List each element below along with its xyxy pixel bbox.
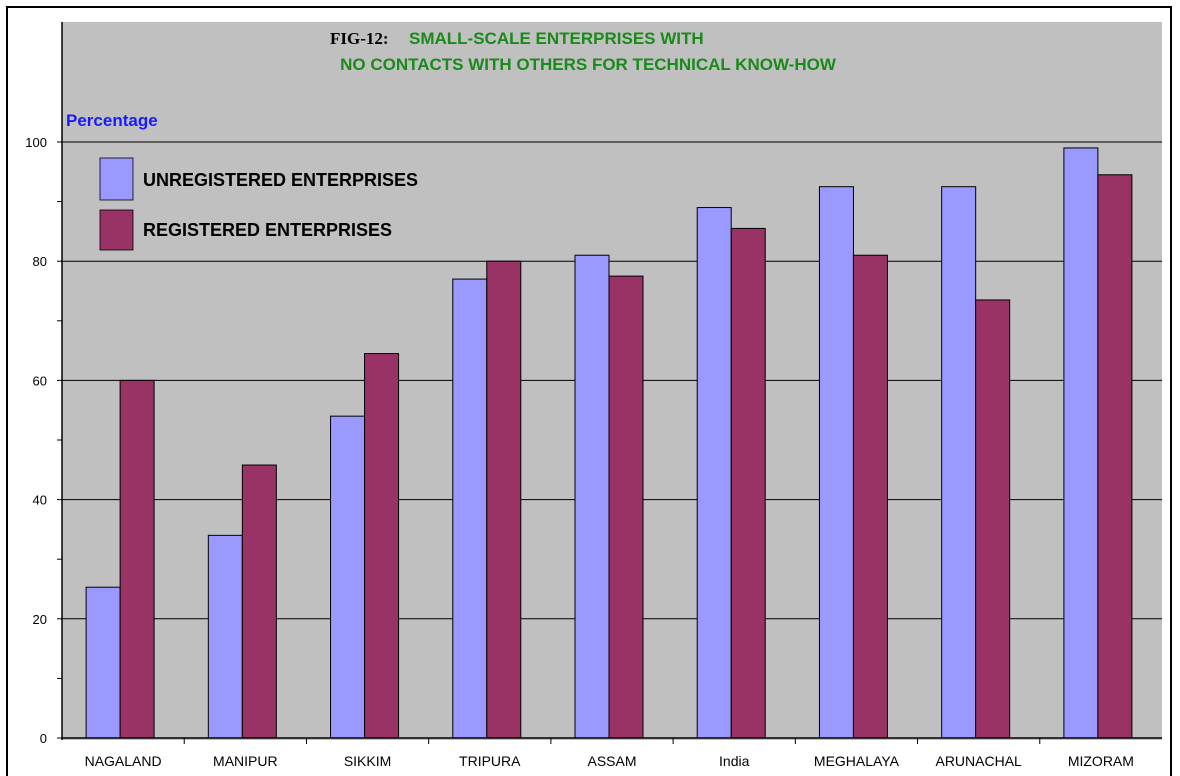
- bar-registered-tripura: [486, 260, 522, 739]
- legend-swatch-registered: [99, 209, 134, 251]
- x-tick-label-assam: ASSAM: [587, 753, 636, 769]
- x-tick-label-nagaland: NAGALAND: [85, 753, 162, 769]
- y-tick-label-60: 60: [33, 373, 47, 388]
- bar-unregistered-tripura: [452, 278, 488, 739]
- x-tick-label-india: India: [719, 753, 750, 769]
- bar-unregistered-meghalaya: [818, 186, 854, 739]
- bar-unregistered-india: [696, 207, 732, 739]
- chart-title-line2: NO CONTACTS WITH OTHERS FOR TECHNICAL KN…: [340, 55, 837, 74]
- legend-swatch-unregistered: [99, 157, 134, 201]
- x-tick-label-meghalaya: MEGHALAYA: [814, 753, 900, 769]
- bar-registered-mizoram: [1097, 174, 1133, 739]
- x-tick-label-manipur: MANIPUR: [213, 753, 278, 769]
- bar-unregistered-sikkim: [330, 415, 366, 739]
- x-tick-label-arunachal: ARUNACHAL: [935, 753, 1022, 769]
- y-tick-label-0: 0: [40, 731, 47, 746]
- x-tick-label-sikkim: SIKKIM: [344, 753, 391, 769]
- bar-unregistered-arunachal: [941, 186, 977, 739]
- y-tick-label-20: 20: [33, 612, 47, 627]
- bar-registered-meghalaya: [852, 254, 888, 739]
- bar-registered-manipur: [241, 464, 277, 739]
- bar-unregistered-manipur: [207, 534, 243, 739]
- x-axis-labels: NAGALAND MANIPUR SIKKIM TRIPURA ASSAM India ME…: [85, 738, 1134, 769]
- y-tick-label-40: 40: [33, 493, 47, 508]
- bar-unregistered-nagaland: [85, 586, 121, 739]
- bar-registered-nagaland: [119, 379, 155, 739]
- chart-title-prefix: FIG-12:: [330, 29, 389, 48]
- bar-registered-arunachal: [975, 299, 1011, 739]
- y-tick-label-100: 100: [25, 135, 47, 150]
- legend-label-registered: REGISTERED ENTERPRISES: [143, 220, 392, 240]
- bar-registered-india: [730, 227, 766, 739]
- x-tick-label-tripura: TRIPURA: [459, 753, 521, 769]
- y-tick-label-80: 80: [33, 254, 47, 269]
- legend-label-unregistered: UNREGISTERED ENTERPRISES: [143, 170, 418, 190]
- bar-unregistered-mizoram: [1063, 147, 1099, 739]
- bar-unregistered-assam: [574, 254, 610, 739]
- bars: [85, 147, 1133, 739]
- legend: UNREGISTERED ENTERPRISES REGISTERED ENTE…: [99, 157, 418, 251]
- bar-registered-sikkim: [364, 353, 400, 739]
- chart-title-line1: SMALL-SCALE ENTERPRISES WITH: [409, 29, 704, 48]
- y-axis-ticks: 0 20 40 60 80 100: [25, 135, 62, 746]
- y-axis-label: Percentage: [66, 111, 158, 130]
- x-tick-label-mizoram: MIZORAM: [1068, 753, 1134, 769]
- bar-registered-assam: [608, 275, 644, 739]
